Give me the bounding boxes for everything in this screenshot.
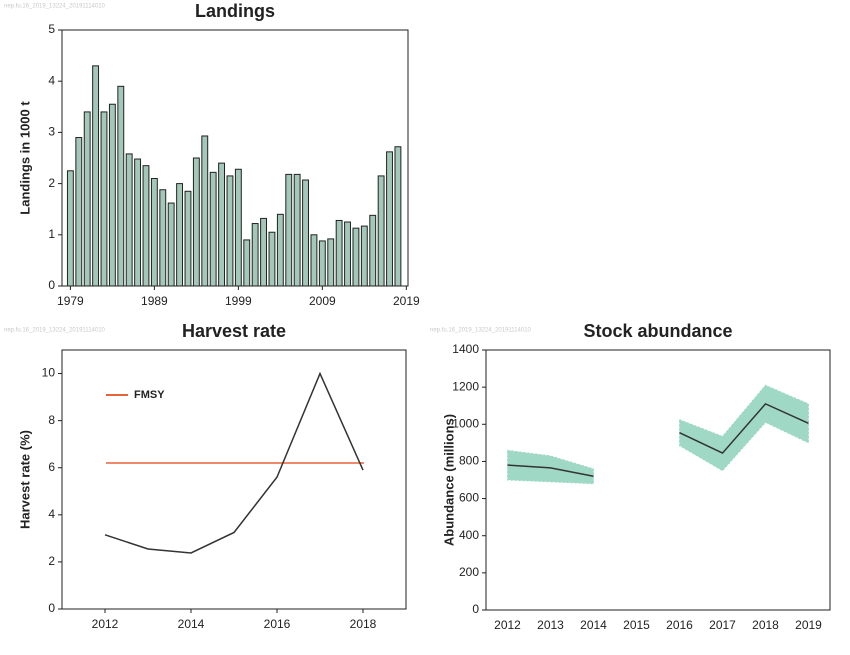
bar bbox=[386, 151, 393, 287]
bar bbox=[192, 157, 200, 287]
bar bbox=[100, 111, 108, 287]
bar bbox=[369, 214, 377, 287]
y-tick-label: 1000 bbox=[452, 416, 479, 430]
y-tick-label: 600 bbox=[459, 491, 479, 505]
x-tick-label: 1979 bbox=[57, 294, 84, 308]
y-tick-label: 0 bbox=[48, 601, 55, 615]
y-tick-label: 4 bbox=[48, 73, 55, 87]
chart-title: Harvest rate bbox=[182, 321, 286, 341]
x-tick-label: 2016 bbox=[264, 617, 291, 631]
bar bbox=[268, 231, 276, 287]
bar bbox=[377, 175, 385, 287]
chart-title: Stock abundance bbox=[583, 321, 732, 341]
bar bbox=[159, 189, 167, 287]
bar bbox=[167, 202, 175, 287]
y-tick-label: 0 bbox=[48, 278, 55, 292]
x-tick-label: 2019 bbox=[393, 294, 420, 308]
bar bbox=[310, 234, 318, 287]
bar bbox=[243, 239, 251, 287]
x-tick-label: 2016 bbox=[666, 618, 693, 632]
plot-frame bbox=[485, 349, 831, 611]
y-tick-label: 1400 bbox=[452, 342, 479, 356]
source-note: nep.fu.16_2019_13224_20191114010 bbox=[4, 328, 106, 334]
y-tick-label: 1200 bbox=[452, 379, 479, 393]
x-tick-label: 2018 bbox=[752, 618, 779, 632]
confidence-band bbox=[507, 449, 594, 485]
bar bbox=[226, 175, 234, 287]
plot-frame bbox=[61, 349, 407, 610]
y-tick-label: 4 bbox=[48, 507, 55, 521]
y-axis-label: Harvest rate (%) bbox=[17, 430, 32, 529]
data-line bbox=[507, 464, 594, 478]
bar bbox=[394, 146, 402, 287]
bar bbox=[218, 162, 226, 287]
bar bbox=[75, 137, 83, 287]
x-tick-label: 2014 bbox=[580, 618, 607, 632]
bar bbox=[293, 173, 301, 287]
bar bbox=[108, 103, 116, 287]
x-tick-label: 2012 bbox=[494, 618, 521, 632]
bar bbox=[201, 135, 209, 287]
bar bbox=[134, 158, 142, 287]
plot-frame bbox=[61, 29, 409, 287]
bar bbox=[285, 173, 293, 287]
y-axis-label: Abundance (millions) bbox=[441, 414, 456, 546]
bar bbox=[83, 111, 91, 287]
y-tick-label: 10 bbox=[42, 366, 56, 380]
bar bbox=[352, 227, 360, 287]
x-tick-label: 1999 bbox=[225, 294, 252, 308]
bar bbox=[142, 165, 150, 287]
bar bbox=[251, 223, 259, 287]
x-tick-label: 2019 bbox=[795, 618, 822, 632]
y-tick-label: 1 bbox=[48, 227, 55, 241]
y-tick-label: 2 bbox=[48, 554, 55, 568]
data-line bbox=[104, 371, 364, 554]
y-tick-label: 400 bbox=[459, 528, 479, 542]
x-tick-label: 2018 bbox=[350, 617, 377, 631]
y-tick-label: 200 bbox=[459, 565, 479, 579]
y-tick-label: 8 bbox=[48, 413, 55, 427]
x-tick-label: 2015 bbox=[623, 618, 650, 632]
bar bbox=[66, 170, 74, 287]
bar bbox=[335, 219, 343, 287]
bar bbox=[125, 153, 133, 287]
bar bbox=[327, 238, 335, 287]
bar bbox=[234, 168, 242, 287]
x-tick-label: 2013 bbox=[537, 618, 564, 632]
bar bbox=[344, 221, 351, 287]
bar bbox=[318, 240, 326, 287]
y-tick-label: 2 bbox=[48, 176, 55, 190]
x-tick-label: 2012 bbox=[92, 617, 119, 631]
bar bbox=[92, 65, 100, 287]
source-note: nep.fu.16_2019_13224_20191114010 bbox=[4, 4, 106, 10]
bar bbox=[360, 225, 368, 287]
y-tick-label: 6 bbox=[48, 460, 55, 474]
y-tick-label: 800 bbox=[459, 454, 479, 468]
x-tick-label: 2014 bbox=[178, 617, 205, 631]
x-tick-label: 2017 bbox=[709, 618, 736, 632]
x-tick-label: 2009 bbox=[309, 294, 336, 308]
data-line bbox=[679, 402, 809, 454]
bar bbox=[150, 177, 158, 287]
y-tick-label: 3 bbox=[48, 125, 55, 139]
source-note: nep.fu.16_2019_13224_20191114010 bbox=[430, 328, 532, 334]
y-axis-label: Landings in 1000 t bbox=[17, 101, 32, 215]
bar bbox=[302, 179, 309, 287]
x-tick-label: 1989 bbox=[141, 294, 168, 308]
bar bbox=[117, 85, 125, 287]
bar bbox=[209, 171, 217, 287]
y-tick-label: 0 bbox=[472, 602, 479, 616]
bar bbox=[276, 213, 284, 287]
chart-title: Landings bbox=[195, 1, 275, 21]
bar bbox=[184, 190, 192, 287]
bar bbox=[176, 183, 184, 287]
bar bbox=[260, 217, 267, 287]
y-tick-label: 5 bbox=[48, 22, 55, 36]
legend-label: FMSY bbox=[134, 389, 165, 401]
